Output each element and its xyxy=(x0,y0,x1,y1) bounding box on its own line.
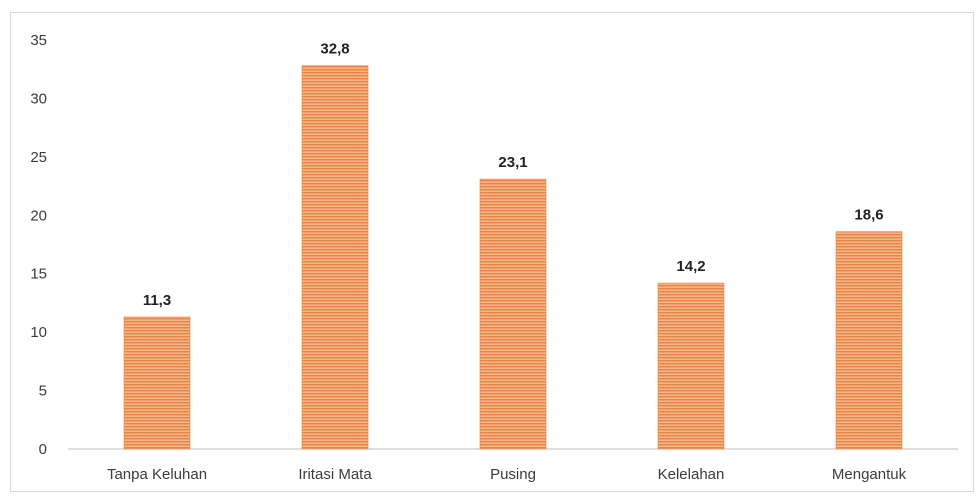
bar xyxy=(835,231,903,450)
y-tick-label: 20 xyxy=(30,207,47,224)
bar-data-label: 18,6 xyxy=(854,207,883,224)
x-category-label: Mengantuk xyxy=(832,466,907,483)
data-labels: 11,3 32,8 23,1 14,2 18,6 xyxy=(143,41,884,309)
x-axis-category-labels: Tanpa Keluhan Iritasi Mata Pusing Kelelahan… xyxy=(107,466,907,483)
x-category-label: Pusing xyxy=(490,466,536,483)
y-tick-label: 30 xyxy=(30,90,47,107)
y-axis-tick-labels: 0 5 10 15 20 25 30 35 xyxy=(30,32,47,458)
bar xyxy=(123,316,191,450)
y-tick-label: 15 xyxy=(30,266,47,283)
y-tick-label: 0 xyxy=(39,441,47,458)
bar xyxy=(479,178,547,450)
y-tick-label: 10 xyxy=(30,324,47,341)
y-tick-label: 5 xyxy=(39,383,47,400)
bar-data-label: 14,2 xyxy=(676,258,705,275)
x-category-label: Tanpa Keluhan xyxy=(107,466,207,483)
bar-data-label: 23,1 xyxy=(498,154,527,171)
bars xyxy=(123,65,903,450)
bar xyxy=(657,282,725,450)
y-tick-label: 35 xyxy=(30,32,47,49)
bar-data-label: 32,8 xyxy=(320,41,349,58)
x-category-label: Iritasi Mata xyxy=(298,466,372,483)
bar xyxy=(301,65,369,450)
bar-data-label: 11,3 xyxy=(143,292,171,309)
y-tick-label: 25 xyxy=(30,149,47,166)
x-category-label: Kelelahan xyxy=(658,466,725,483)
